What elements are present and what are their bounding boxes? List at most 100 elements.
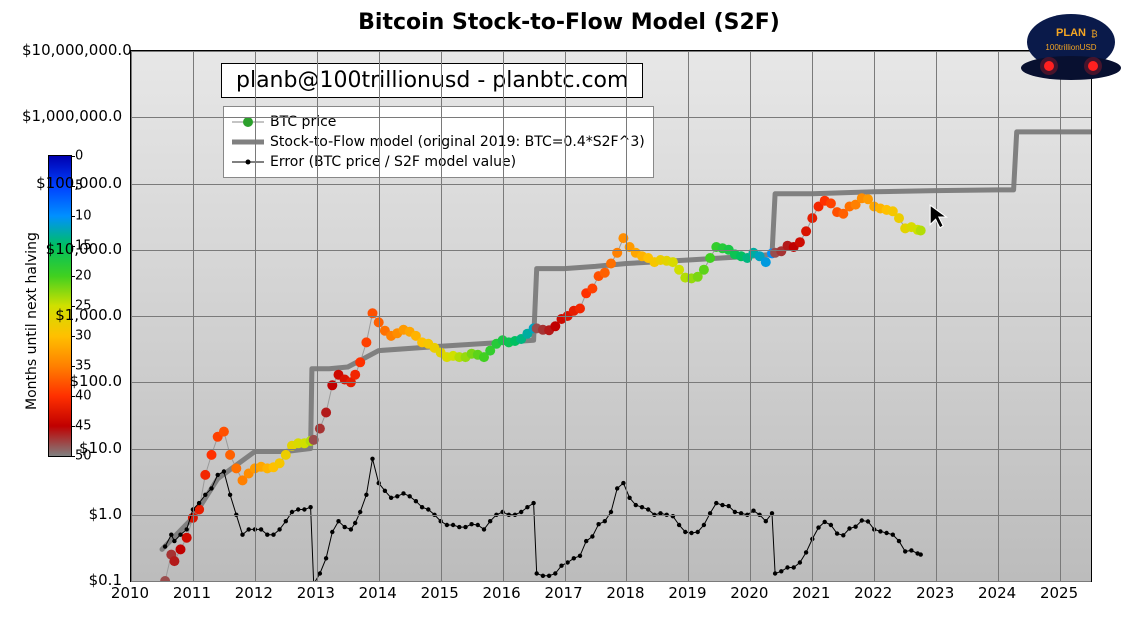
- colorbar-tick: 40: [75, 389, 92, 404]
- y-tick-label: $1,000.0: [22, 306, 122, 324]
- error-line: [165, 459, 921, 581]
- error-dot: [482, 527, 486, 531]
- error-dot: [897, 539, 901, 543]
- error-dot: [785, 565, 789, 569]
- btc-price-dot: [587, 284, 597, 294]
- svg-text:PLAN: PLAN: [1056, 27, 1086, 39]
- x-tick-label: 2013: [297, 584, 335, 602]
- error-dot: [457, 525, 461, 529]
- error-dot: [277, 527, 281, 531]
- x-tick-label: 2011: [173, 584, 211, 602]
- gridline-h: [131, 449, 1091, 450]
- error-dot: [284, 519, 288, 523]
- legend-item: Error (BTC price / S2F model value): [232, 152, 645, 172]
- error-dot: [584, 539, 588, 543]
- error-dot: [216, 473, 220, 477]
- btc-price-dot: [275, 458, 285, 468]
- y-tick-label: $100.0: [22, 372, 122, 390]
- legend-label: Error (BTC price / S2F model value): [270, 154, 516, 170]
- legend-swatch: [232, 155, 264, 169]
- error-dot: [621, 481, 625, 485]
- error-dot: [866, 519, 870, 523]
- btc-price-dot: [606, 259, 616, 269]
- error-dot: [677, 523, 681, 527]
- btc-price-dot: [355, 357, 365, 367]
- error-dot: [414, 499, 418, 503]
- btc-price-dot: [699, 265, 709, 275]
- btc-price-dot: [916, 226, 926, 236]
- error-dot: [420, 505, 424, 509]
- error-dot: [853, 525, 857, 529]
- colorbar-tick: 35: [75, 359, 92, 374]
- y-tick-label: $1,000,000.0: [22, 107, 122, 125]
- btc-price-dot: [761, 257, 771, 267]
- colorbar-tick: 10: [75, 209, 92, 224]
- error-dot: [804, 550, 808, 554]
- error-dot: [627, 496, 631, 500]
- btc-price-dot: [281, 450, 291, 460]
- error-dot: [401, 491, 405, 495]
- btc-price-dot: [826, 198, 836, 208]
- error-dot: [884, 531, 888, 535]
- error-dot: [185, 527, 189, 531]
- colorbar-tick: 30: [75, 329, 92, 344]
- x-tick-label: 2016: [483, 584, 521, 602]
- legend-swatch: [232, 135, 264, 149]
- error-dot: [547, 574, 551, 578]
- x-tick-label: 2014: [359, 584, 397, 602]
- error-dot: [324, 556, 328, 560]
- error-dot: [178, 533, 182, 537]
- error-dot: [792, 565, 796, 569]
- error-dot: [451, 523, 455, 527]
- error-dot: [349, 527, 353, 531]
- error-dot: [169, 533, 173, 537]
- btc-price-dot: [207, 450, 217, 460]
- error-dot: [240, 533, 244, 537]
- error-dot: [714, 501, 718, 505]
- error-dot: [764, 519, 768, 523]
- error-dot: [835, 531, 839, 535]
- x-tick-label: 2023: [916, 584, 954, 602]
- error-dot: [531, 501, 535, 505]
- btc-price-dot: [200, 470, 210, 480]
- error-dot: [919, 552, 923, 556]
- btc-price-dot: [575, 304, 585, 314]
- plot-area: planb@100trillionusd - planbtc.com BTC p…: [130, 50, 1092, 582]
- error-dot: [163, 544, 167, 548]
- y-tick-label: $10,000.0: [22, 240, 122, 258]
- error-dot: [634, 503, 638, 507]
- gridline-h: [131, 581, 1091, 582]
- error-dot: [197, 501, 201, 505]
- error-dot: [271, 533, 275, 537]
- error-dot: [751, 509, 755, 513]
- legend-label: Stock-to-Flow model (original 2019: BTC=…: [270, 134, 645, 150]
- btc-price-dot: [176, 544, 186, 554]
- error-dot: [318, 571, 322, 575]
- btc-price-dot: [795, 237, 805, 247]
- error-dot: [798, 560, 802, 564]
- error-dot: [203, 493, 207, 497]
- error-dot: [727, 504, 731, 508]
- error-dot: [172, 539, 176, 543]
- error-dot: [689, 531, 693, 535]
- x-tick-label: 2024: [978, 584, 1016, 602]
- btc-price-dot: [801, 226, 811, 236]
- error-dot: [733, 510, 737, 514]
- error-dot: [308, 505, 312, 509]
- x-tick-label: 2017: [544, 584, 582, 602]
- error-dot: [358, 510, 362, 514]
- y-tick-label: $1.0: [22, 505, 122, 523]
- gridline-h: [131, 51, 1091, 52]
- error-dot: [553, 571, 557, 575]
- btc-price-dot: [350, 370, 360, 380]
- gridline-h: [131, 117, 1091, 118]
- error-dot: [878, 529, 882, 533]
- planb-cap-logo: PLAN 100trillionUSD ₿: [1016, 8, 1126, 86]
- y-tick-label: $10.0: [22, 439, 122, 457]
- error-dot: [860, 518, 864, 522]
- btc-price-dot: [321, 408, 331, 418]
- btc-price-dot: [182, 533, 192, 543]
- error-dot: [702, 523, 706, 527]
- error-dot: [535, 571, 539, 575]
- error-dot: [469, 522, 473, 526]
